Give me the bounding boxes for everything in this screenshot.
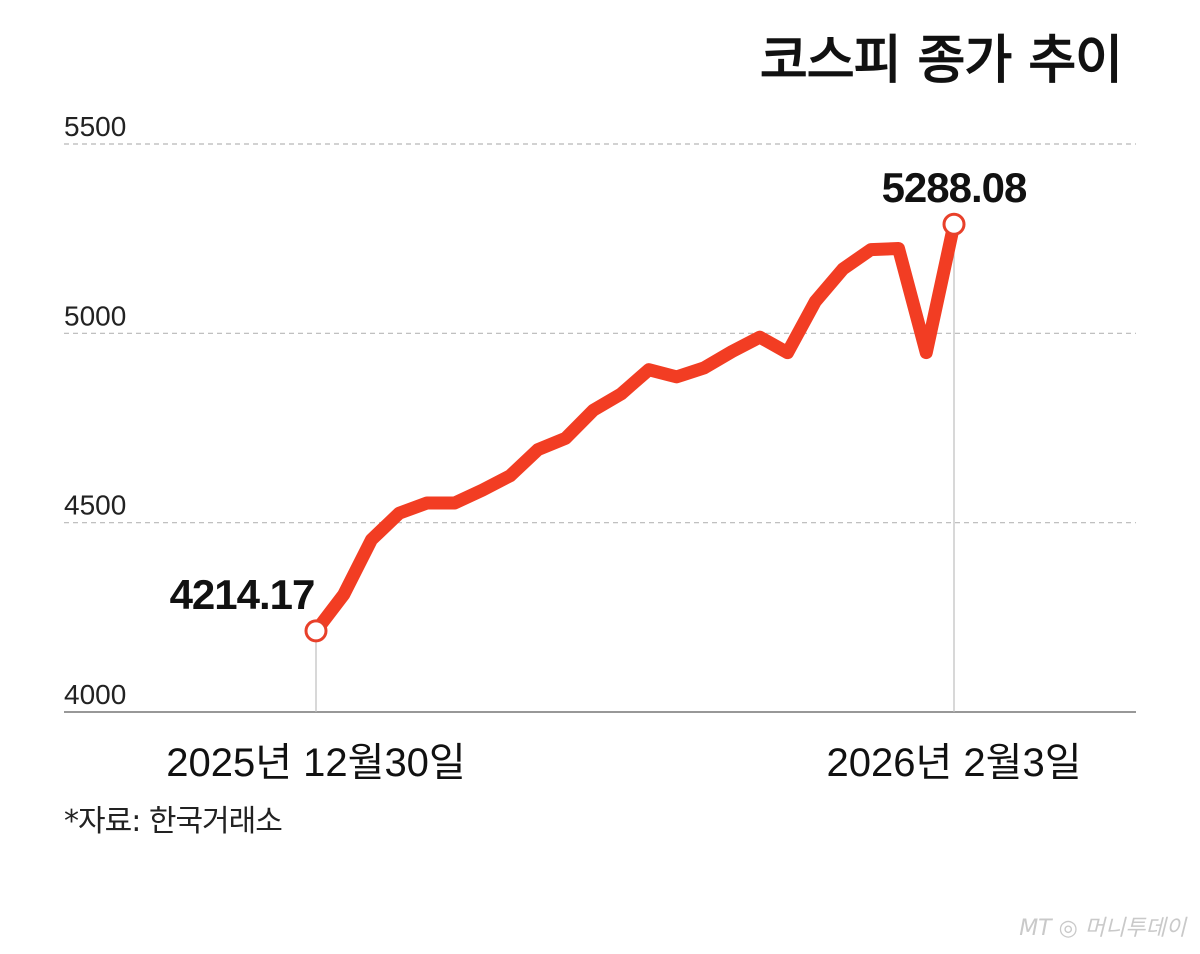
x-tick-label-end: 2026년 2월3일 [827,741,1082,785]
data-markers [304,212,966,643]
source-note: *자료: 한국거래소 [64,804,283,839]
chart-title: 코스피 종가 추이 [759,31,1123,91]
data-point-marker [304,619,328,643]
publisher-logo: MT ◎ 머니투데이 [1019,916,1186,941]
x-tick-label-start: 2025년 12월30일 [166,741,465,785]
y-tick-label: 5500 [64,111,126,142]
grid-lines [64,143,1136,524]
data-label: 4214.17 [170,571,315,618]
guide-lines [315,224,955,712]
series-line [309,217,961,638]
data-label: 5288.08 [882,164,1027,211]
y-tick-label: 4500 [64,490,126,521]
y-tick-label: 4000 [64,679,126,710]
data-labels: 4214.17 5288.08 [170,164,1028,618]
y-axis-ticks: 4000 4500 5000 5500 [64,111,126,710]
data-point-marker [942,212,966,236]
y-tick-label: 5000 [64,300,126,331]
x-axis-ticks: 2025년 12월30일 2026년 2월3일 [166,741,1081,785]
